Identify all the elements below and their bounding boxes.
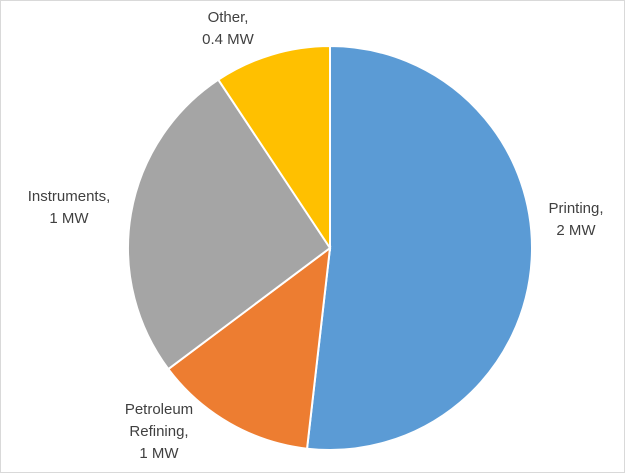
data-label-line: 2 MW: [556, 222, 596, 239]
data-label-line: 1 MW: [49, 210, 89, 227]
data-label-line: Other,: [208, 9, 249, 26]
data-label-0: Printing, 2 MW: [548, 200, 603, 239]
data-label-line: 0.4 MW: [202, 31, 255, 48]
data-label-1: Petroleum Refining, 1 MW: [125, 401, 193, 462]
pie-slice-2: [127, 78, 332, 371]
pie-slice-1: [166, 245, 332, 450]
data-label-3: Other, 0.4 MW: [202, 9, 255, 48]
data-label-line: Instruments,: [28, 188, 111, 205]
data-label-line: Printing,: [548, 200, 603, 217]
data-label-line: Refining,: [129, 423, 188, 440]
pie-slices: [127, 44, 533, 451]
pie-slice-0: [305, 44, 533, 451]
data-label-line: Petroleum: [125, 401, 193, 418]
data-label-line: 1 MW: [139, 445, 179, 462]
data-label-2: Instruments, 1 MW: [28, 188, 111, 227]
pie-slice-3: [216, 44, 331, 252]
